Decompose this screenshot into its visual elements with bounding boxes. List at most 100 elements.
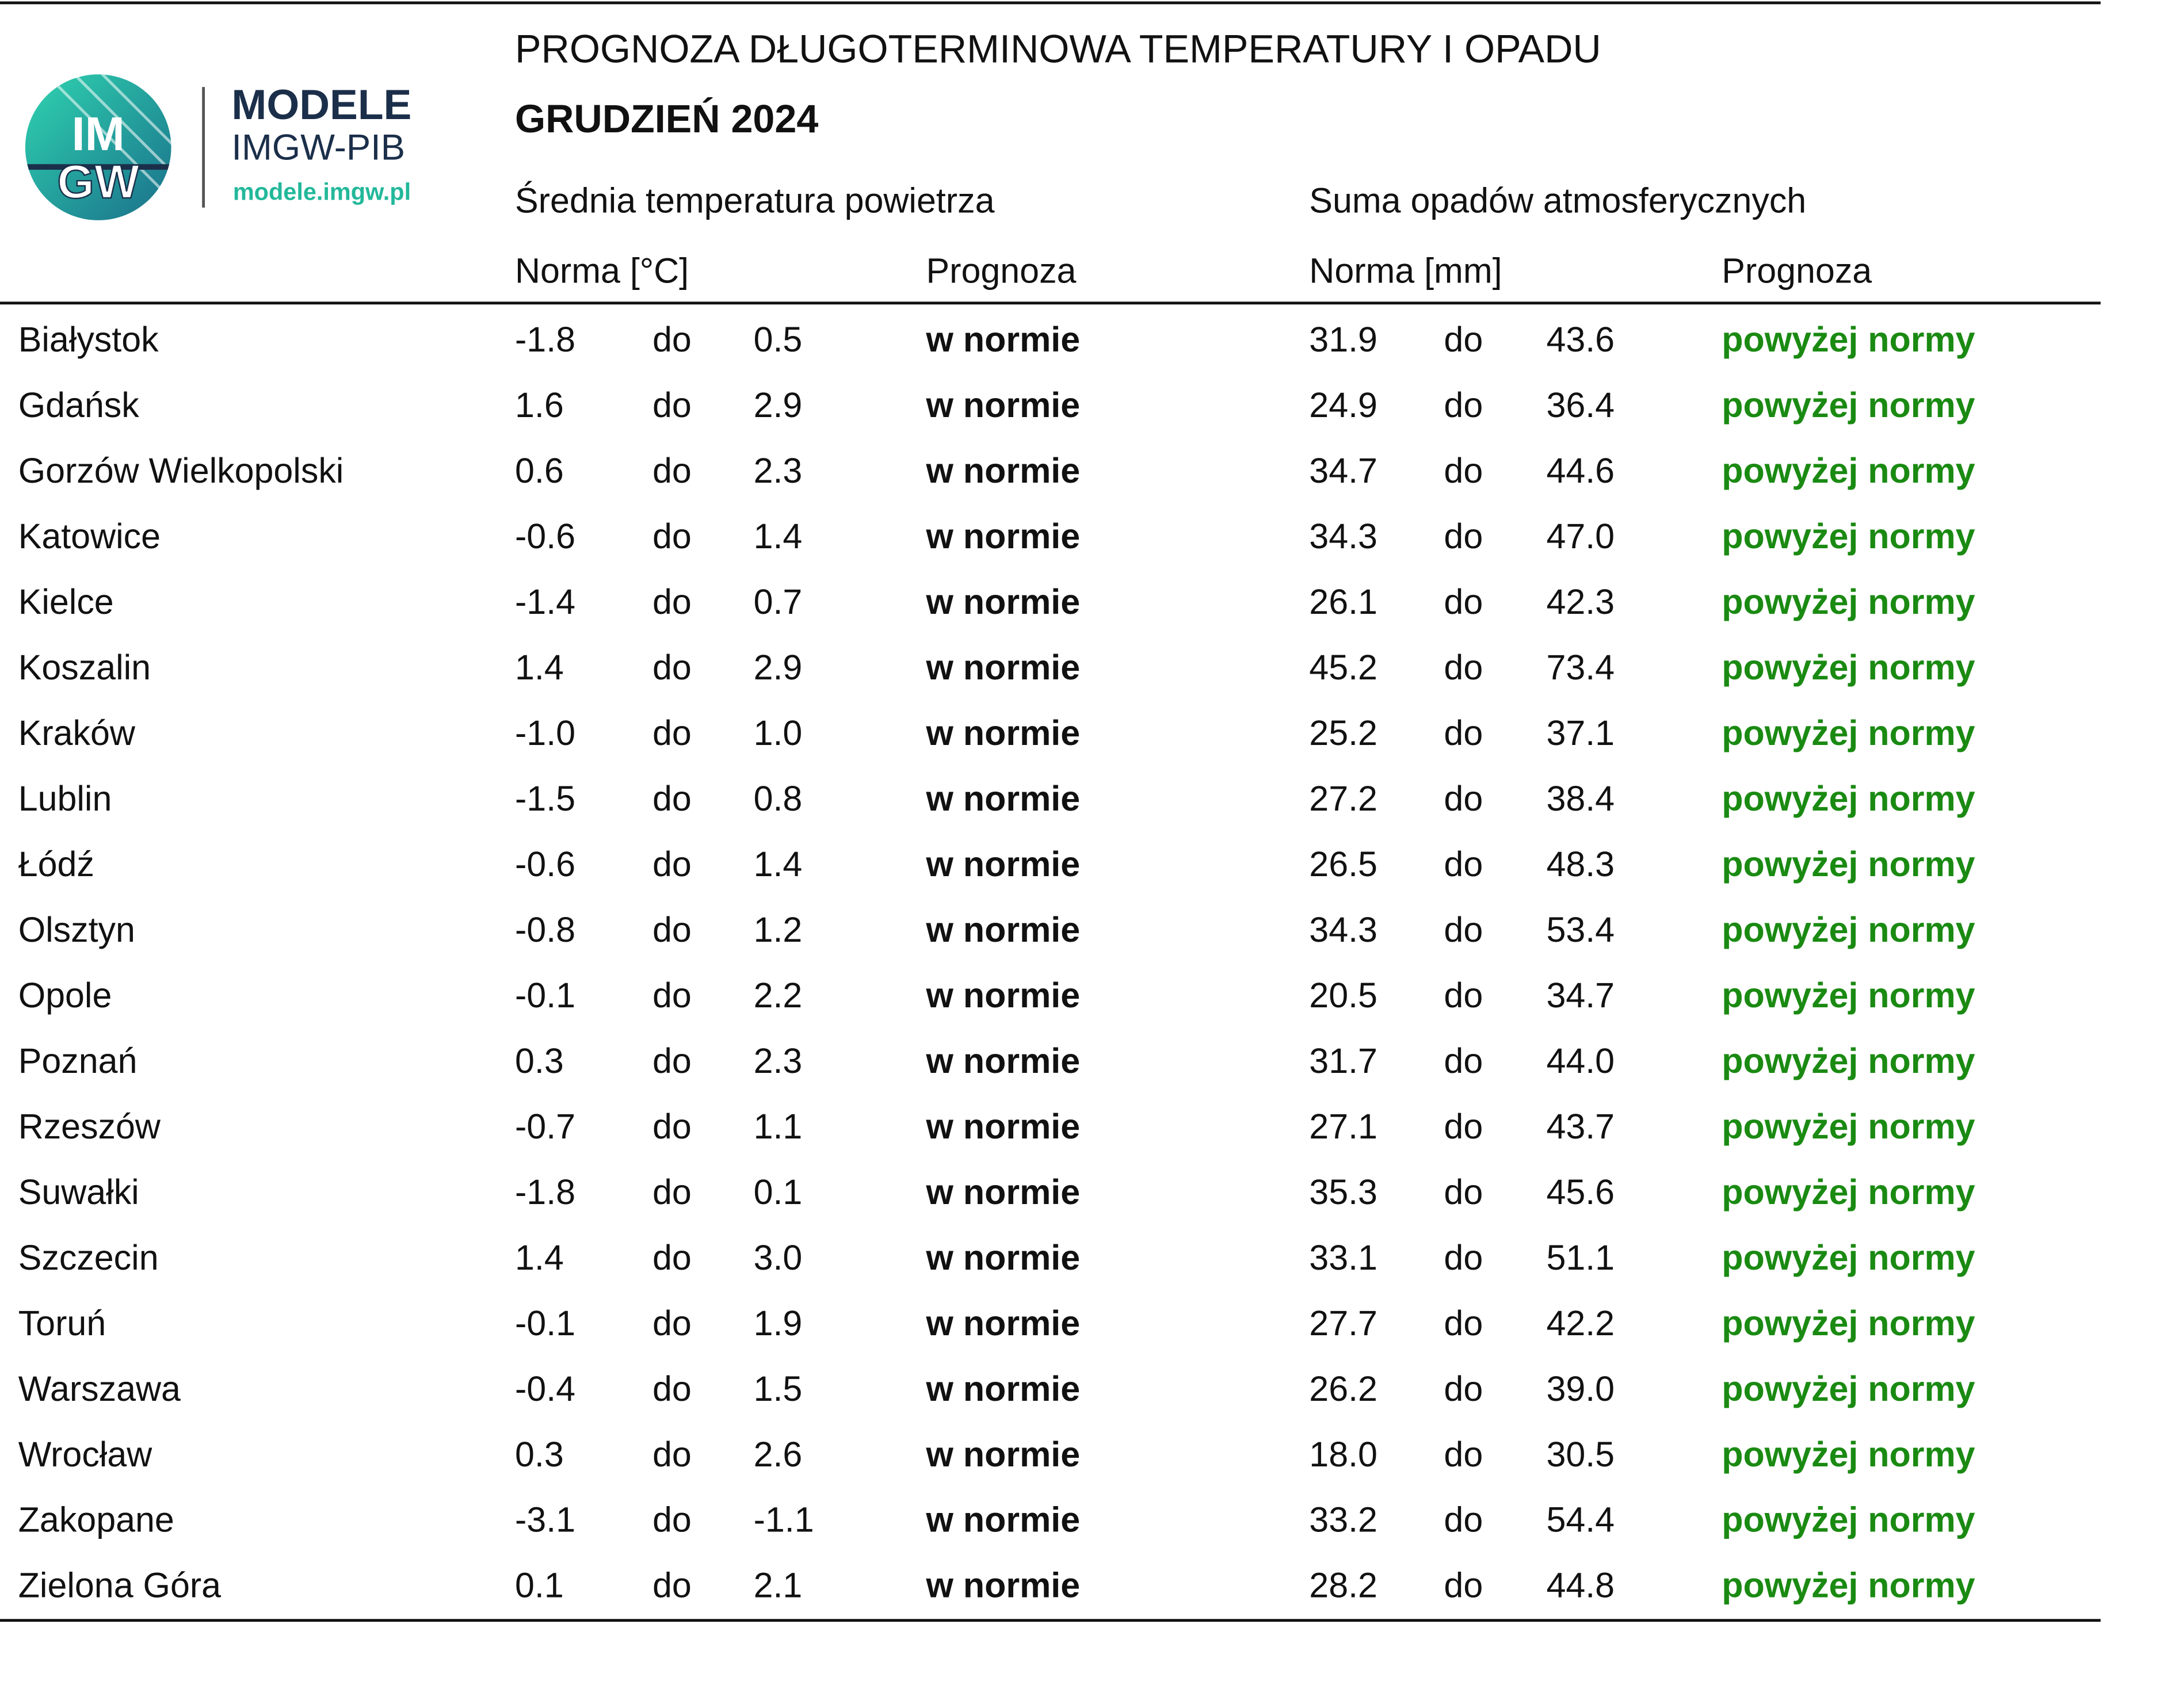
precip-low: 34.3 [1309, 910, 1378, 949]
precip-high: 43.7 [1546, 1107, 1615, 1146]
temp-high: 1.5 [754, 1369, 803, 1408]
precip-forecast: powyżej normy [1722, 976, 1975, 1015]
temp-high: 1.2 [754, 910, 803, 949]
temp-low: -1.8 [515, 320, 575, 359]
range-word: do [1444, 385, 1483, 425]
temp-forecast: w normie [926, 1435, 1081, 1474]
temp-low: 1.4 [515, 648, 564, 687]
range-word: do [652, 910, 692, 949]
range-word: do [1444, 320, 1483, 359]
city: Zakopane [18, 1500, 174, 1539]
range-word: do [1444, 1238, 1483, 1277]
temp-forecast: w normie [926, 1107, 1081, 1146]
temp-high: 0.5 [754, 320, 803, 359]
precip-forecast: powyżej normy [1722, 1500, 1975, 1539]
temp-high: 2.3 [754, 1041, 803, 1080]
precip-high: 51.1 [1546, 1238, 1615, 1277]
precip-low: 28.2 [1309, 1566, 1378, 1605]
range-word: do [1444, 976, 1483, 1015]
precip-high: 48.3 [1546, 845, 1615, 884]
precip-low: 33.2 [1309, 1500, 1378, 1539]
precip-forecast: powyżej normy [1722, 1172, 1975, 1212]
precip-high: 38.4 [1546, 779, 1615, 818]
temp-low: -1.0 [515, 713, 575, 752]
precip-low: 34.7 [1309, 451, 1378, 490]
range-word: do [1444, 1041, 1483, 1080]
logo-mark-bottom: GW [57, 155, 139, 208]
content: IM GW MODELE IMGW-PIB modele.imgw.pl PRO… [0, 1, 2101, 1622]
city: Opole [18, 976, 112, 1015]
range-word: do [652, 451, 692, 490]
temp-low: -0.1 [515, 976, 575, 1015]
temp-low: 0.3 [515, 1041, 564, 1080]
column-header: Prognoza [1722, 251, 1872, 291]
precip-forecast: powyżej normy [1722, 1304, 1975, 1343]
precip-high: 44.0 [1546, 1041, 1615, 1080]
temp-forecast: w normie [926, 385, 1081, 425]
temp-forecast: w normie [926, 648, 1081, 687]
city: Szczecin [18, 1238, 159, 1277]
precip-forecast: powyżej normy [1722, 1107, 1975, 1146]
precip-low: 26.5 [1309, 845, 1378, 884]
precip-forecast: powyżej normy [1722, 385, 1975, 425]
city: Gdańsk [18, 385, 140, 425]
precip-forecast: powyżej normy [1722, 713, 1975, 752]
precip-low: 45.2 [1309, 648, 1378, 687]
temp-forecast: w normie [926, 976, 1081, 1015]
precip-forecast: powyżej normy [1722, 845, 1975, 884]
city: Łódź [18, 845, 94, 884]
temp-low: -0.7 [515, 1107, 575, 1146]
range-word: do [1444, 1435, 1483, 1474]
temp-high: 2.9 [754, 648, 803, 687]
range-word: do [1444, 582, 1483, 621]
subtitle: GRUDZIEŃ 2024 [515, 97, 818, 141]
city: Suwałki [18, 1172, 139, 1212]
precip-high: 36.4 [1546, 385, 1615, 425]
logo-brand: MODELE [231, 81, 411, 128]
range-word: do [1444, 1304, 1483, 1343]
precip-low: 27.7 [1309, 1304, 1378, 1343]
city: Koszalin [18, 648, 151, 687]
range-word: do [1444, 451, 1483, 490]
temp-high: 1.4 [754, 517, 803, 556]
city: Gorzów Wielkopolski [18, 451, 344, 490]
range-word: do [1444, 713, 1483, 752]
precip-high: 43.6 [1546, 320, 1615, 359]
precip-forecast: powyżej normy [1722, 779, 1975, 818]
precip-low: 27.1 [1309, 1107, 1378, 1146]
precip-high: 42.3 [1546, 582, 1615, 621]
precip-high: 42.2 [1546, 1304, 1615, 1343]
range-word: do [652, 1500, 692, 1539]
precip-high: 53.4 [1546, 910, 1615, 949]
precip-high: 39.0 [1546, 1369, 1615, 1408]
temp-high: 1.1 [754, 1107, 803, 1146]
range-word: do [652, 976, 692, 1015]
precip-high: 44.6 [1546, 451, 1615, 490]
range-word: do [1444, 517, 1483, 556]
temp-forecast: w normie [926, 1172, 1081, 1212]
temp-forecast: w normie [926, 1304, 1081, 1343]
logo-org: IMGW-PIB [231, 128, 405, 168]
temp-high: 3.0 [754, 1238, 803, 1277]
temp-high: 0.1 [754, 1172, 803, 1212]
temp-low: -0.4 [515, 1369, 575, 1408]
title: PROGNOZA DŁUGOTERMINOWA TEMPERATURY I OP… [515, 27, 1601, 71]
range-word: do [652, 1435, 692, 1474]
range-word: do [1444, 1369, 1483, 1408]
precip-forecast: powyżej normy [1722, 517, 1975, 556]
temp-high: 0.7 [754, 582, 803, 621]
precip-forecast: powyżej normy [1722, 1041, 1975, 1080]
range-word: do [1444, 1107, 1483, 1146]
range-word: do [1444, 845, 1483, 884]
temp-high: 2.1 [754, 1566, 803, 1605]
range-word: do [652, 1304, 692, 1343]
precip-forecast: powyżej normy [1722, 1369, 1975, 1408]
temp-high: -1.1 [754, 1500, 814, 1539]
precip-high: 47.0 [1546, 517, 1615, 556]
temp-low: -0.1 [515, 1304, 575, 1343]
temp-low: -0.6 [515, 517, 575, 556]
temp-forecast: w normie [926, 1500, 1081, 1539]
precip-forecast: powyżej normy [1722, 1238, 1975, 1277]
